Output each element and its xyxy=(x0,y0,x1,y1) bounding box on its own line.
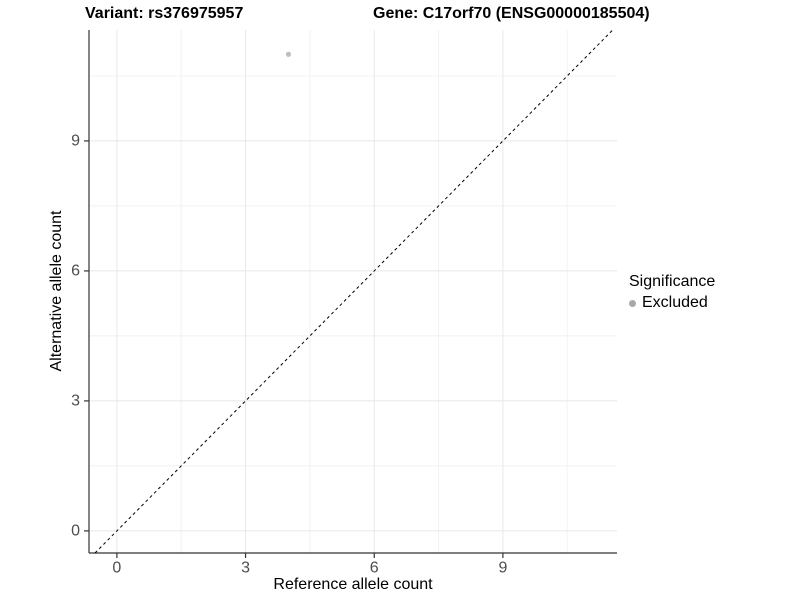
data-point xyxy=(285,51,292,57)
x-axis-title: Reference allele count xyxy=(273,576,433,593)
y-axis-title: Alternative allele count xyxy=(48,210,65,372)
y-axis-tick-label: 9 xyxy=(71,132,80,149)
x-axis-tick-label: 0 xyxy=(112,559,121,576)
legend: Significance Excluded xyxy=(629,273,715,312)
x-axis-tick-label: 9 xyxy=(498,559,507,576)
x-axis-tick-label: 6 xyxy=(370,559,379,576)
identity-line xyxy=(94,29,614,554)
y-axis-tick-label: 6 xyxy=(71,262,80,279)
legend-item-excluded: Excluded xyxy=(629,294,715,312)
x-axis-tick-label: 3 xyxy=(241,559,250,576)
plot-title-gene: Gene: C17orf70 (ENSG00000185504) xyxy=(373,5,650,22)
legend-title: Significance xyxy=(629,273,716,290)
legend-item-label: Excluded xyxy=(642,294,708,311)
legend-point-icon xyxy=(629,299,636,307)
y-axis-tick-label: 0 xyxy=(71,522,80,539)
y-axis-tick-label: 3 xyxy=(71,392,80,409)
plot-title-variant: Variant: rs376975957 xyxy=(85,5,244,22)
